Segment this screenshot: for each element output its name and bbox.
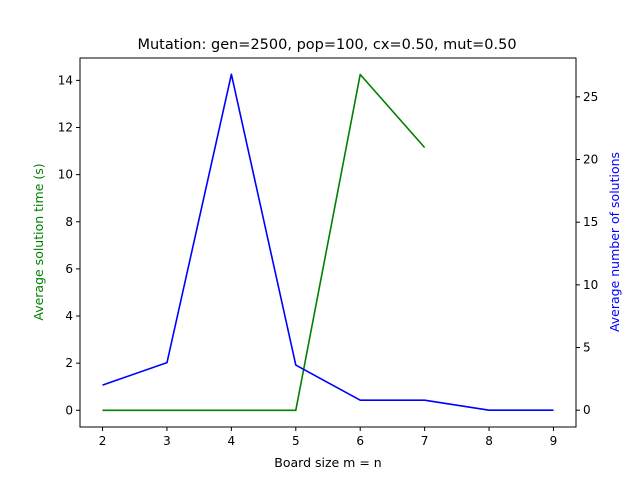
right-y-tick-label: 5: [583, 341, 591, 355]
x-tick-label: 5: [292, 434, 300, 448]
left-y-tick-label: 2: [65, 356, 73, 370]
chart-title: Mutation: gen=2500, pop=100, cx=0.50, mu…: [137, 37, 516, 53]
x-axis-label: Board size m = n: [274, 455, 381, 470]
x-tick-label: 9: [550, 434, 558, 448]
x-tick-label: 8: [485, 434, 493, 448]
x-tick-label: 6: [356, 434, 364, 448]
right-y-tick-label: 20: [583, 153, 598, 167]
plot-area: 2 3 4 5 6 7 8 9 0 2 4 6 8 10 12 14 0 5 10 15 20 25: [58, 57, 598, 448]
left-y-axis-label: Average solution time (s): [31, 163, 46, 320]
left-y-tick-label: 6: [65, 262, 73, 276]
left-y-tick-label: 4: [65, 309, 73, 323]
right-y-tick-label: 15: [583, 215, 598, 229]
right-y-axis-label: Average number of solutions: [607, 152, 622, 332]
left-y-tick-label: 0: [65, 403, 73, 417]
right-y-tick-label: 0: [583, 403, 591, 417]
left-y-tick-label: 12: [58, 121, 73, 135]
left-y-tick-label: 8: [65, 215, 73, 229]
x-tick-label: 7: [421, 434, 429, 448]
right-y-tick-label: 25: [583, 90, 598, 104]
right-y-tick-label: 10: [583, 278, 598, 292]
plot-frame: [79, 57, 577, 428]
x-tick-label: 4: [228, 434, 236, 448]
left-y-tick-label: 10: [58, 168, 73, 182]
left-y-tick-label: 14: [58, 73, 73, 87]
series-line-num-solutions: [102, 73, 554, 412]
series-line-solution-time: [102, 73, 426, 412]
x-tick-label: 3: [163, 434, 171, 448]
x-tick-label: 2: [99, 434, 107, 448]
